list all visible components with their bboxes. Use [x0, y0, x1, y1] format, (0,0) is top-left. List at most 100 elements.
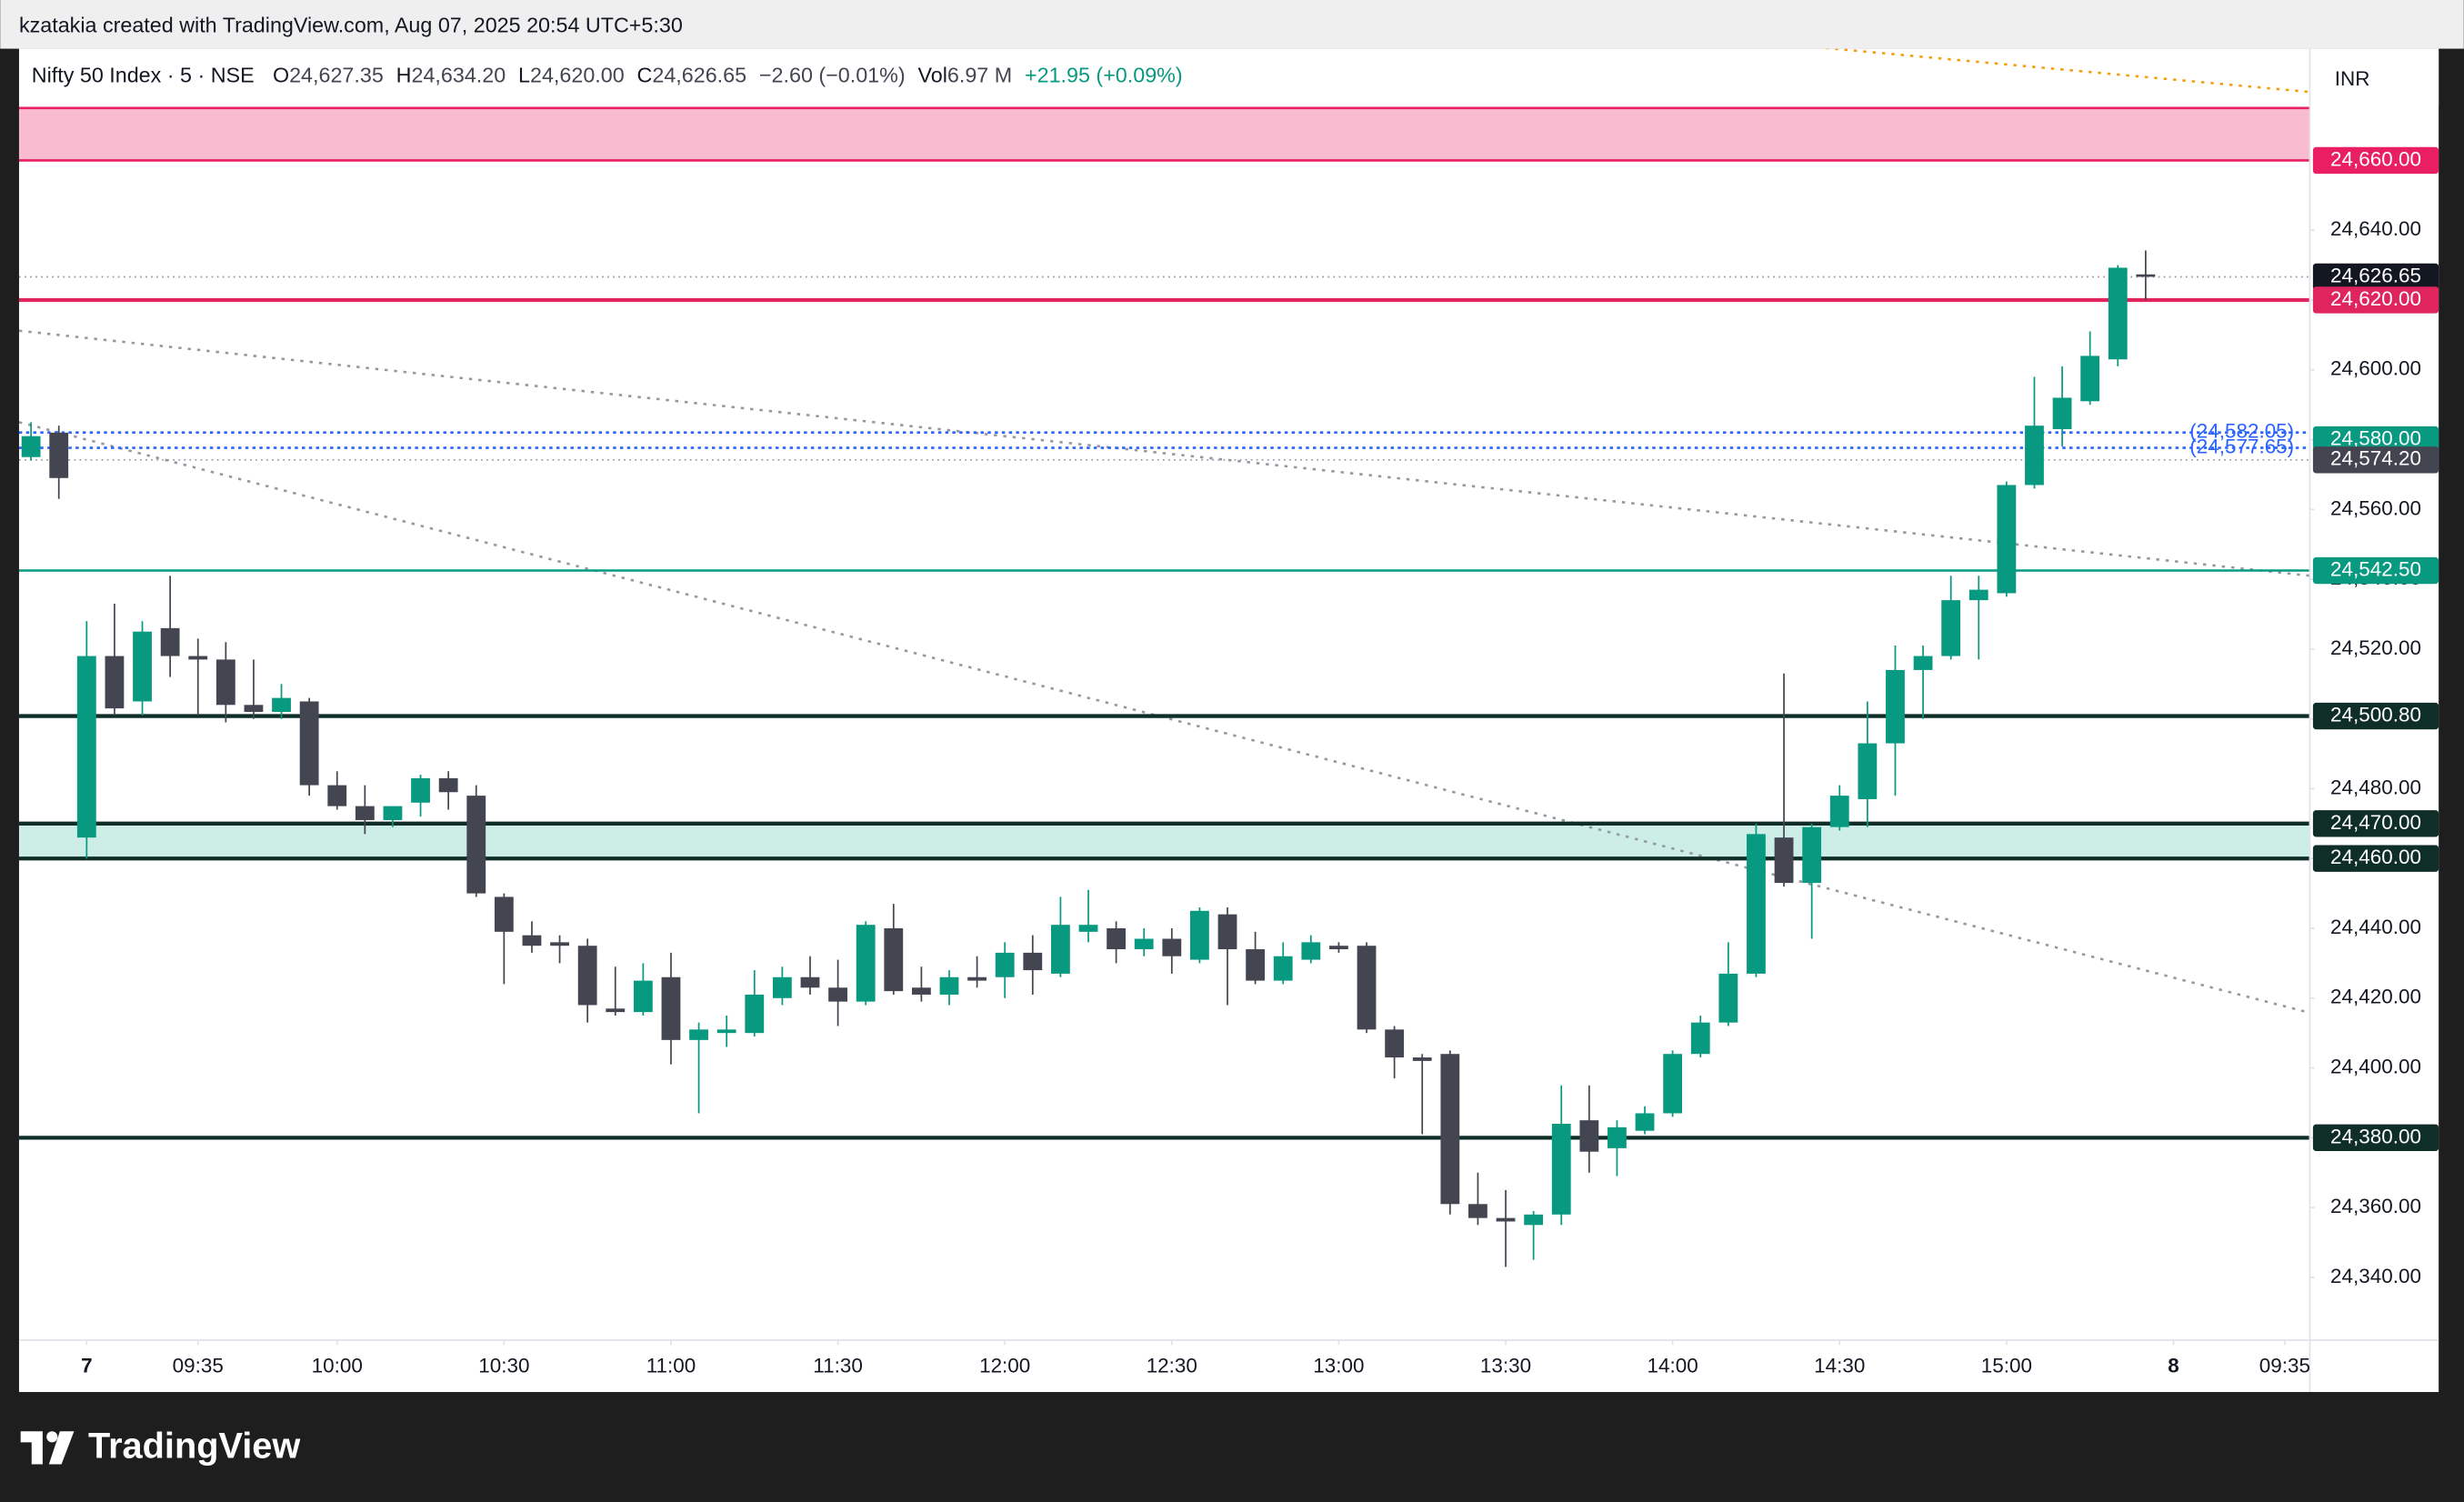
candle-body	[1190, 910, 1209, 960]
candle-body	[1802, 826, 1822, 884]
candle-body	[1774, 837, 1794, 884]
candle-body	[1524, 1214, 1544, 1226]
field-value: 24,634.20	[411, 64, 506, 87]
y-tick-label: 24,440.00	[2330, 916, 2421, 938]
price-tag	[2312, 845, 2439, 872]
candle-body	[967, 976, 987, 981]
x-tick-label: 15:00	[1981, 1354, 2032, 1377]
price-tag	[2312, 810, 2439, 837]
candle-body	[633, 980, 653, 1013]
x-tick-label: 10:00	[312, 1354, 363, 1377]
candle-body	[1134, 938, 1154, 950]
y-tick-label: 24,340.00	[2330, 1265, 2421, 1287]
candle-body	[411, 777, 430, 803]
price-tag	[2312, 146, 2439, 175]
candle-body	[133, 631, 152, 702]
candle-body	[2136, 274, 2156, 277]
candle-body	[327, 785, 347, 806]
candle-body	[1023, 952, 1043, 971]
candle-body	[1440, 1054, 1460, 1205]
candle-body	[745, 994, 765, 1034]
candle-body	[1468, 1204, 1487, 1218]
candle-body	[466, 796, 486, 894]
candle-body	[2025, 426, 2044, 486]
candle-body	[856, 925, 876, 1002]
candle-body	[1078, 925, 1098, 932]
trendline	[18, 329, 2310, 577]
x-tick-label: 13:00	[1313, 1354, 1364, 1377]
field-value: 24,626.65	[652, 64, 746, 87]
candles	[21, 250, 2156, 1267]
candle-body	[244, 705, 264, 712]
candle-body	[1551, 1123, 1571, 1215]
candle-body	[160, 627, 180, 656]
price-tag	[2312, 1124, 2439, 1152]
symbol: Nifty 50 Index · 5 · NSE	[32, 64, 255, 87]
candle-body	[383, 806, 403, 820]
field-value: 24,627.35	[289, 64, 384, 87]
candle-body	[1968, 589, 1988, 601]
candle-body	[1718, 973, 1738, 1023]
candle-body	[1329, 946, 1348, 950]
candle-body	[689, 1029, 708, 1040]
field-key: C	[637, 64, 653, 87]
field-value: +21.95 (+0.09%)	[1025, 64, 1183, 87]
x-tick-label: 14:30	[1814, 1354, 1865, 1377]
price-tag	[2312, 556, 2439, 585]
x-tick-label: 11:00	[646, 1354, 696, 1377]
y-tick-label: 24,480.00	[2330, 776, 2421, 798]
price-tag-label: 24,470.00	[2330, 811, 2421, 834]
price-tag-label: 24,574.20	[2330, 447, 2421, 470]
y-tick-label: 24,560.00	[2330, 496, 2421, 519]
y-tick-label: 24,420.00	[2330, 986, 2421, 1008]
price-tag-label: 24,660.00	[2330, 147, 2421, 170]
zone	[18, 823, 2310, 859]
candle-body	[188, 656, 208, 660]
field-key: Vol	[917, 64, 947, 87]
candle-body	[1913, 656, 1933, 670]
candle-body	[1162, 938, 1182, 956]
y-tick-label: 24,600.00	[2330, 357, 2421, 380]
candle-body	[105, 656, 125, 709]
price-tag-label: 24,460.00	[2330, 846, 2421, 868]
candle-body	[76, 656, 96, 838]
candle-body	[1690, 1022, 1710, 1055]
candle-body	[1050, 925, 1070, 974]
brand: TradingView	[88, 1427, 300, 1467]
levels	[18, 106, 2310, 1140]
price-note: (24,577.65)	[2189, 436, 2294, 458]
credit: kzatakia created with TradingView.com, A…	[19, 14, 683, 37]
candle-body	[1301, 942, 1321, 960]
price-tag-label: 24,380.00	[2330, 1125, 2421, 1147]
x-tick-label: 09:35	[2259, 1354, 2310, 1377]
candle-body	[1997, 485, 2017, 594]
y-tick-label: 24,360.00	[2330, 1195, 2421, 1217]
x-tick-label: 10:30	[478, 1354, 529, 1377]
chart-area	[18, 48, 2439, 1393]
x-tick-label: 09:35	[173, 1354, 224, 1377]
candle-body	[1357, 946, 1377, 1030]
candle-body	[550, 942, 569, 946]
candle-body	[772, 976, 792, 998]
x-tick-label: 12:00	[979, 1354, 1030, 1377]
price-tag	[2312, 426, 2439, 454]
field-value: −2.60 (−0.01%)	[759, 64, 906, 87]
x-tick-label: 13:30	[1480, 1354, 1531, 1377]
currency-box	[2312, 52, 2439, 105]
y-tick-label: 24,640.00	[2330, 217, 2421, 240]
candle-body	[1941, 600, 1961, 656]
zone	[18, 107, 2310, 161]
field-key: L	[518, 64, 530, 87]
currency: INR	[2335, 67, 2370, 90]
y-tick-label: 24,520.00	[2330, 636, 2421, 659]
candle-body	[1747, 834, 1766, 974]
candle-body	[1886, 669, 1905, 744]
price-notes: (24,582.05)(24,577.65)	[2189, 420, 2294, 458]
x-tick-label: 11:30	[813, 1354, 863, 1377]
candle-body	[995, 952, 1015, 977]
candle-body	[299, 701, 319, 786]
candle-body	[1608, 1126, 1627, 1148]
candle-body	[272, 697, 291, 712]
